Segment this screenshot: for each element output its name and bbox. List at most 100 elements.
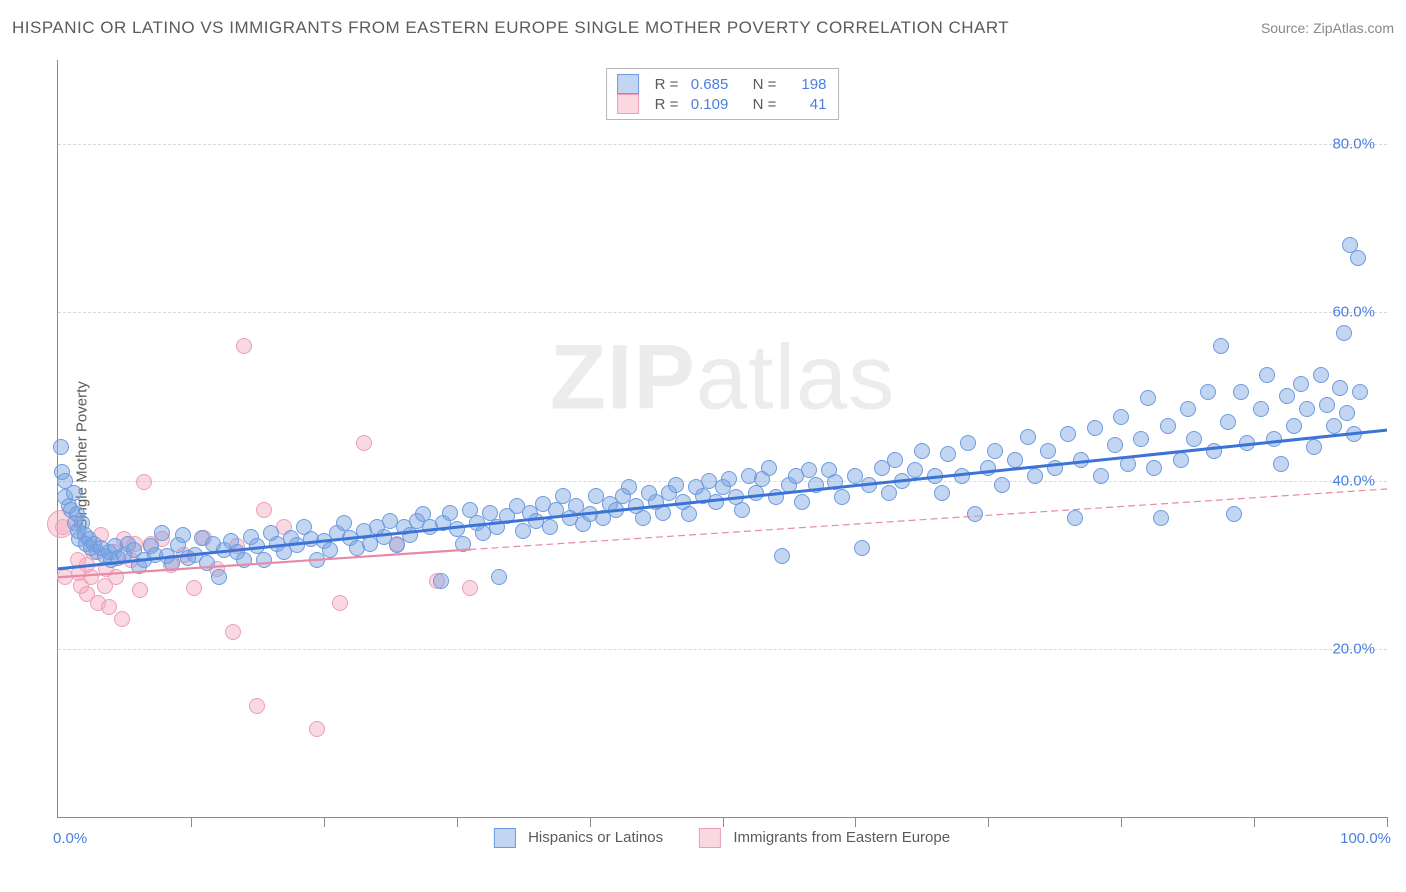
point-hispanic [621,479,637,495]
point-hispanic [907,462,923,478]
point-easterneu [136,474,152,490]
point-hispanic [336,515,352,531]
n-value: 41 [784,96,826,113]
point-hispanic [894,473,910,489]
point-easterneu [332,595,348,611]
point-hispanic [794,494,810,510]
point-hispanic [154,525,170,541]
point-hispanic [1060,426,1076,442]
point-hispanic [402,527,418,543]
point-easterneu [356,435,372,451]
point-hispanic [934,485,950,501]
chart-container: Single Mother Poverty ZIPatlas R = 0.685… [12,55,1394,855]
point-hispanic [309,552,325,568]
point-hispanic [1107,437,1123,453]
point-hispanic [1352,384,1368,400]
gridline [58,144,1387,145]
r-value: 0.109 [686,96,728,113]
point-hispanic [854,540,870,556]
point-hispanic [827,474,843,490]
point-hispanic [1206,443,1222,459]
point-hispanic [994,477,1010,493]
point-hispanic [542,519,558,535]
source-label: Source: ZipAtlas.com [1261,20,1394,36]
point-hispanic [1226,506,1242,522]
point-hispanic [1067,510,1083,526]
point-hispanic [881,485,897,501]
point-hispanic [515,523,531,539]
point-hispanic [608,502,624,518]
point-hispanic [708,494,724,510]
point-hispanic [236,552,252,568]
point-hispanic [1073,452,1089,468]
point-easterneu [101,599,117,615]
point-hispanic [861,477,877,493]
n-label: N = [753,96,777,113]
point-easterneu [236,338,252,354]
point-easterneu [114,611,130,627]
point-hispanic [1007,452,1023,468]
point-hispanic [211,569,227,585]
point-hispanic [455,536,471,552]
point-hispanic [1273,456,1289,472]
point-hispanic [1220,414,1236,430]
legend-row-hispanic: R = 0.685 N = 198 [617,74,827,94]
point-hispanic [655,505,671,521]
point-hispanic [1259,367,1275,383]
point-hispanic [748,485,764,501]
watermark: ZIPatlas [550,325,895,430]
y-tick-label: 60.0% [1332,304,1375,321]
point-hispanic [1306,439,1322,455]
point-hispanic [940,446,956,462]
point-hispanic [681,506,697,522]
point-hispanic [1233,384,1249,400]
point-hispanic [1020,429,1036,445]
point-hispanic [1326,418,1342,434]
point-hispanic [1146,460,1162,476]
point-hispanic [960,435,976,451]
point-hispanic [164,555,180,571]
gridline [58,312,1387,313]
correlation-legend: R = 0.685 N = 198 R = 0.109 N = 41 [606,68,840,120]
point-hispanic [914,443,930,459]
point-hispanic [66,485,82,501]
point-hispanic [768,489,784,505]
swatch-easterneu-icon [617,94,639,114]
r-value: 0.685 [686,76,728,93]
swatch-hispanic-icon [617,74,639,94]
chart-title: HISPANIC OR LATINO VS IMMIGRANTS FROM EA… [12,18,1009,38]
point-hispanic [322,542,338,558]
watermark-bold: ZIP [550,326,696,428]
point-hispanic [1180,401,1196,417]
point-hispanic [1253,401,1269,417]
x-tick [1387,817,1388,827]
point-easterneu [309,721,325,737]
legend-row-easterneu: R = 0.109 N = 41 [617,94,827,114]
point-hispanic [1087,420,1103,436]
point-hispanic [175,527,191,543]
x-axis-row: 0.0% Hispanics or Latinos Immigrants fro… [57,825,1387,851]
point-hispanic [1313,367,1329,383]
point-hispanic [927,468,943,484]
point-hispanic [1153,510,1169,526]
point-easterneu [57,569,73,585]
point-hispanic [1160,418,1176,434]
point-hispanic [1293,376,1309,392]
point-hispanic [1213,338,1229,354]
plot-area: ZIPatlas R = 0.685 N = 198 R = 0.109 N =… [57,60,1387,818]
swatch-hispanic-icon [494,828,516,848]
point-hispanic [491,569,507,585]
point-hispanic [721,471,737,487]
point-hispanic [1093,468,1109,484]
point-hispanic [256,552,272,568]
point-hispanic [1346,426,1362,442]
point-hispanic [1350,250,1366,266]
point-hispanic [1279,388,1295,404]
point-hispanic [1133,431,1149,447]
r-label: R = [655,96,679,113]
legend-item-easterneu: Immigrants from Eastern Europe [699,828,950,848]
gridline [58,649,1387,650]
point-hispanic [987,443,1003,459]
y-tick-label: 80.0% [1332,136,1375,153]
point-hispanic [1027,468,1043,484]
